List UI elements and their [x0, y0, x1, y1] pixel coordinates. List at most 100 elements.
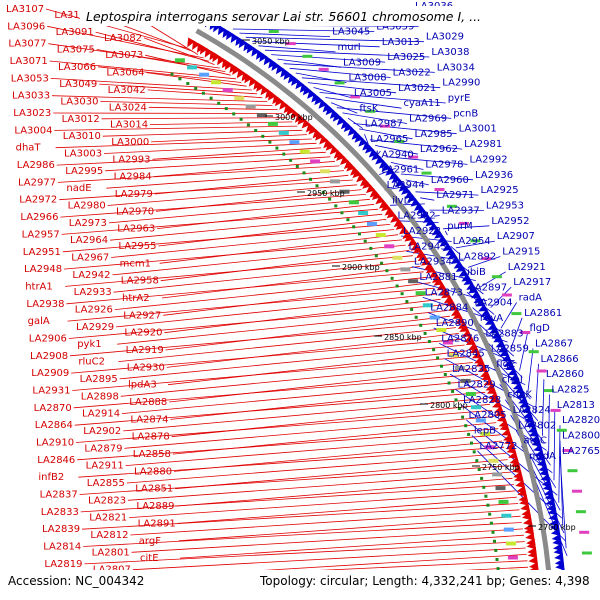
track-dot: [363, 239, 367, 243]
genome-backbone: [195, 28, 553, 593]
gene-label-right: LA2802: [518, 420, 556, 431]
leader-line-left: [124, 416, 495, 449]
feature-block: [310, 159, 321, 164]
gene-label-left: LA2906: [29, 334, 67, 345]
gene-label-left: LA3049: [59, 79, 97, 90]
leader-line-right: [553, 409, 556, 481]
forward-gene-arrow: [354, 133, 364, 143]
leader-line-right: [434, 215, 440, 217]
track-dot: [436, 356, 440, 360]
gene-label-left: LA2926: [75, 305, 113, 316]
forward-gene-arrow: [439, 238, 450, 247]
leader-line-left: [95, 31, 210, 62]
gene-label-left: infB2: [38, 472, 64, 483]
leader-line-left: [83, 522, 522, 547]
track-dot: [261, 134, 265, 138]
leader-line-right: [510, 317, 523, 350]
reverse-gene-arrow: [297, 115, 307, 125]
gene-label-left: LA2986: [17, 160, 55, 171]
gene-label-right: LA3038: [431, 47, 469, 58]
reverse-gene-arrow: [459, 324, 470, 332]
gene-label-right: ilvD: [392, 195, 411, 206]
reverse-gene-arrow: [501, 428, 512, 437]
gene-label-right: LA2923: [403, 226, 441, 237]
reverse-gene-arrow: [511, 465, 522, 474]
reverse-gene-arrow: [490, 395, 500, 403]
track-dot: [334, 204, 338, 208]
gene-label-right: murI: [338, 42, 361, 53]
forward-gene-arrow: [243, 41, 252, 52]
reverse-gene-arrow: [445, 298, 456, 307]
leader-line-right: [542, 379, 545, 436]
forward-gene-arrow: [516, 391, 527, 399]
reverse-gene-arrow: [465, 337, 476, 345]
leader-line-right: [559, 455, 567, 549]
gene-label-left: lpdA3: [128, 380, 157, 391]
gene-label-right: LA2813: [557, 400, 595, 411]
leader-line-right: [307, 82, 397, 94]
leader-line-right: [289, 67, 391, 78]
gene-label-left: LA2833: [41, 507, 79, 518]
gene-label-right: LA2992: [470, 154, 508, 165]
reverse-gene-arrow: [452, 311, 463, 319]
forward-gene-arrow: [544, 492, 555, 501]
gene-label-left: LA3024: [109, 102, 147, 113]
leader-line-left: [146, 72, 247, 87]
leader-line-right: [527, 348, 534, 392]
gene-label-left: LA2801: [92, 547, 130, 558]
gene-label-left: LA2846: [37, 455, 75, 466]
track-dot: [414, 315, 418, 319]
forward-gene-arrow: [542, 483, 553, 491]
gene-label-right: ubiB: [464, 267, 486, 278]
leader-line-right: [369, 139, 463, 150]
feature-block: [550, 408, 561, 412]
track-dot: [275, 146, 279, 150]
leader-line-left: [147, 89, 263, 99]
leader-line-right: [490, 286, 512, 308]
leader-line-left: [161, 266, 421, 299]
leader-line-left: [69, 321, 454, 357]
leader-line-right: [239, 32, 331, 37]
track-dot: [461, 415, 465, 419]
leader-line-left: [59, 179, 353, 201]
leader-line-left: [175, 459, 508, 490]
reverse-gene-arrow: [477, 364, 488, 372]
leader-line-left: [74, 391, 486, 426]
reverse-gene-arrow: [494, 408, 505, 417]
leader-line-right: [483, 338, 523, 378]
gene-label-right: LA2772: [479, 441, 517, 452]
reverse-gene-arrow: [343, 159, 354, 170]
gene-label-right: LA2978: [425, 160, 463, 171]
gene-label-right: LA2861: [524, 308, 562, 319]
feature-block: [481, 257, 492, 261]
feature-block: [367, 221, 377, 226]
track-dot: [400, 292, 404, 296]
feature-block: [320, 169, 331, 174]
gene-label-left: LA3096: [7, 21, 45, 32]
gene-label-left: LA2874: [130, 414, 168, 425]
reverse-gene-arrow: [359, 177, 370, 187]
forward-gene-arrow: [226, 30, 235, 41]
feature-block: [528, 350, 539, 354]
reverse-gene-arrow: [319, 135, 329, 145]
leader-line-left: [127, 471, 511, 501]
feature-block: [454, 366, 465, 370]
forward-gene-arrow: [545, 498, 556, 506]
leader-line-left: [81, 503, 519, 530]
reverse-gene-arrow: [436, 282, 447, 291]
leader-line-left: [99, 83, 258, 95]
track-dot: [232, 112, 236, 116]
leader-line-right: [415, 191, 479, 196]
track-dot: [328, 197, 332, 201]
gene-label-left: htrA1: [25, 281, 53, 292]
reverse-gene-arrow: [346, 162, 356, 172]
gene-label-left: LA3073: [105, 50, 143, 61]
forward-gene-arrow: [371, 151, 381, 161]
feature-block: [268, 30, 279, 33]
gene-label-right: LA2925: [481, 185, 519, 196]
leader-line-left: [60, 194, 366, 218]
gene-label-right: LA2922: [398, 211, 436, 222]
gene-label-right: LA3005: [354, 88, 392, 99]
track-dot: [423, 331, 427, 335]
gene-label-left: LA2879: [84, 443, 122, 454]
